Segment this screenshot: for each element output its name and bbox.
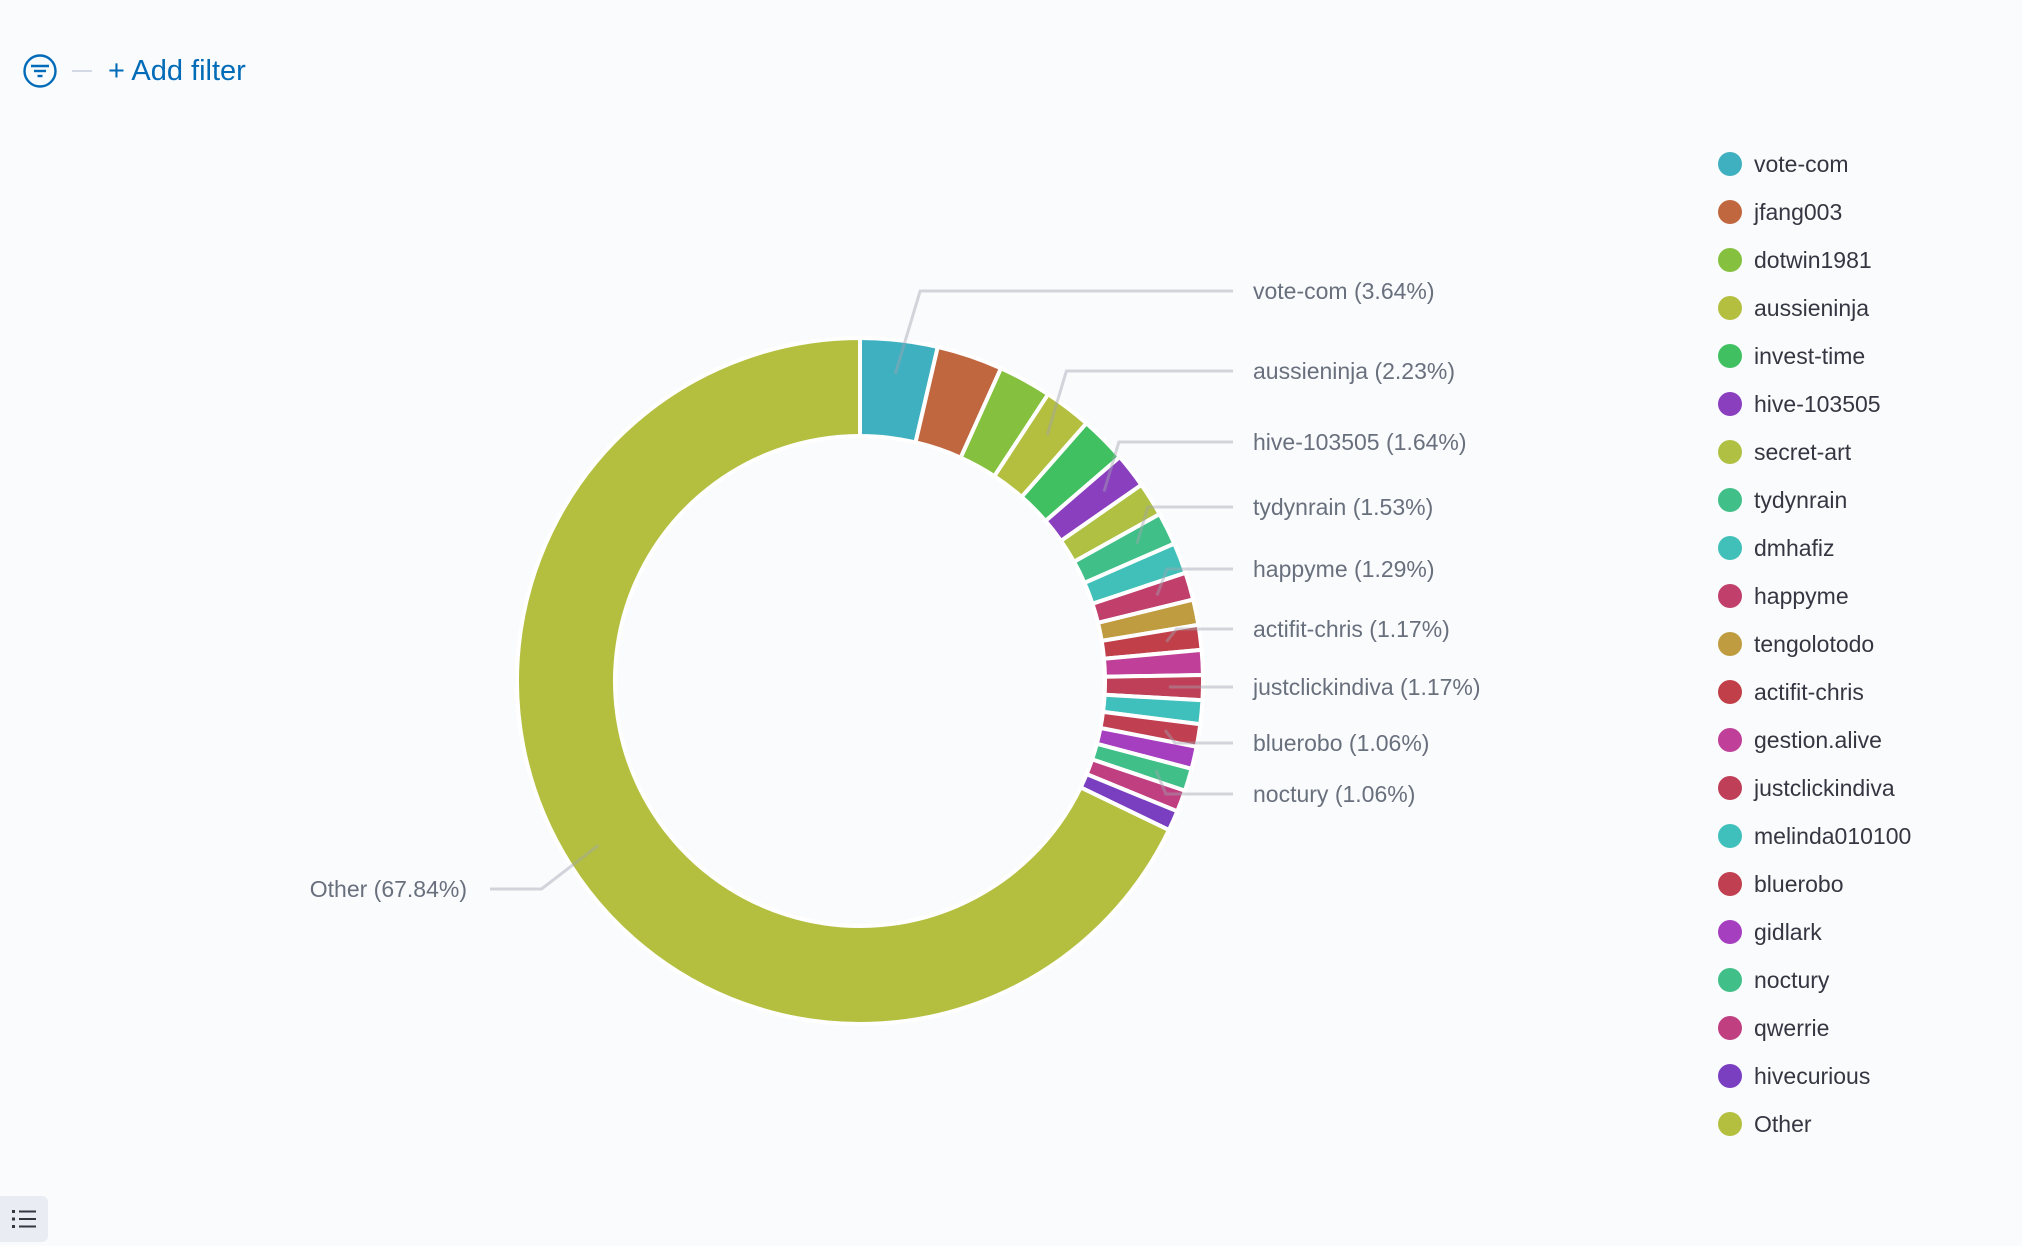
- legend-item[interactable]: hive-103505: [1718, 380, 1911, 428]
- slice-label: noctury (1.06%): [1253, 781, 1415, 807]
- slice-label: happyme (1.29%): [1253, 556, 1435, 582]
- legend-label: dmhafiz: [1754, 534, 1835, 561]
- legend-item[interactable]: jfang003: [1718, 188, 1911, 236]
- callout-line: [1165, 627, 1233, 643]
- legend-label: tydynrain: [1754, 486, 1848, 513]
- legend-color-dot: [1718, 344, 1742, 368]
- legend-color-dot: [1718, 152, 1742, 176]
- list-icon: [12, 1210, 36, 1228]
- callout-line: [1163, 729, 1233, 745]
- legend-color-dot: [1718, 1016, 1742, 1040]
- legend-item[interactable]: vote-com: [1718, 140, 1911, 188]
- callout-line: [1135, 505, 1233, 545]
- legend-color-dot: [1718, 200, 1742, 224]
- filter-icon[interactable]: [22, 53, 58, 89]
- legend-label: Other: [1754, 1110, 1812, 1137]
- legend-item[interactable]: qwerrie: [1718, 1004, 1911, 1052]
- donut-slice-Other[interactable]: [515, 335, 1172, 1026]
- chart-legend: vote-com jfang003 dotwin1981 aussieninja inv…: [1718, 140, 1911, 1148]
- legend-label: dotwin1981: [1754, 246, 1872, 273]
- slice-label: aussieninja (2.23%): [1253, 358, 1455, 384]
- separator: [72, 70, 92, 72]
- legend-label: gidlark: [1754, 918, 1822, 945]
- legend-color-dot: [1718, 1112, 1742, 1136]
- legend-label: hivecurious: [1754, 1062, 1871, 1089]
- legend-color-dot: [1718, 728, 1742, 752]
- legend-label: tengolotodo: [1754, 630, 1875, 657]
- legend-item[interactable]: happyme: [1718, 572, 1911, 620]
- legend-color-dot: [1718, 632, 1742, 656]
- legend-item[interactable]: justclickindiva: [1718, 764, 1911, 812]
- legend-color-dot: [1718, 776, 1742, 800]
- legend-color-dot: [1718, 920, 1742, 944]
- legend-color-dot: [1718, 872, 1742, 896]
- legend-color-dot: [1718, 440, 1742, 464]
- legend-item[interactable]: tydynrain: [1718, 476, 1911, 524]
- callout-line: [1045, 369, 1233, 436]
- legend-toggle-button[interactable]: [0, 1196, 48, 1242]
- legend-label: justclickindiva: [1754, 774, 1895, 801]
- legend-label: happyme: [1754, 582, 1849, 609]
- callout-line: [490, 844, 600, 891]
- callout-line: [1155, 567, 1233, 597]
- legend-label: invest-time: [1754, 342, 1866, 369]
- legend-color-dot: [1718, 680, 1742, 704]
- legend-label: qwerrie: [1754, 1014, 1830, 1041]
- legend-item[interactable]: dmhafiz: [1718, 524, 1911, 572]
- legend-color-dot: [1718, 824, 1742, 848]
- callout-line: [1102, 440, 1233, 492]
- legend-item[interactable]: Other: [1718, 1100, 1911, 1148]
- legend-label: bluerobo: [1754, 870, 1844, 897]
- legend-item[interactable]: gestion.alive: [1718, 716, 1911, 764]
- legend-label: secret-art: [1754, 438, 1852, 465]
- callout-line: [893, 289, 1233, 375]
- filter-bar: + Add filter: [22, 50, 246, 92]
- legend-item[interactable]: melinda010100: [1718, 812, 1911, 860]
- legend-color-dot: [1718, 1064, 1742, 1088]
- legend-label: melinda010100: [1754, 822, 1912, 849]
- legend-label: gestion.alive: [1754, 726, 1882, 753]
- legend-label: vote-com: [1754, 150, 1849, 177]
- slice-label: Other (67.84%): [310, 876, 467, 902]
- legend-label: noctury: [1754, 966, 1830, 993]
- legend-color-dot: [1718, 488, 1742, 512]
- legend-label: aussieninja: [1754, 294, 1870, 321]
- legend-label: jfang003: [1754, 198, 1843, 225]
- legend-color-dot: [1718, 968, 1742, 992]
- legend-item[interactable]: bluerobo: [1718, 860, 1911, 908]
- add-filter-button[interactable]: + Add filter: [108, 54, 246, 87]
- slice-label: tydynrain (1.53%): [1253, 494, 1433, 520]
- legend-color-dot: [1718, 584, 1742, 608]
- legend-item[interactable]: gidlark: [1718, 908, 1911, 956]
- legend-item[interactable]: aussieninja: [1718, 284, 1911, 332]
- slice-label: bluerobo (1.06%): [1253, 730, 1429, 756]
- legend-item[interactable]: actifit-chris: [1718, 668, 1911, 716]
- legend-color-dot: [1718, 296, 1742, 320]
- legend-item[interactable]: invest-time: [1718, 332, 1911, 380]
- callout-line: [1154, 769, 1233, 796]
- legend-color-dot: [1718, 536, 1742, 560]
- slice-label: vote-com (3.64%): [1253, 278, 1435, 304]
- legend-item[interactable]: tengolotodo: [1718, 620, 1911, 668]
- legend-color-dot: [1718, 248, 1742, 272]
- legend-item[interactable]: dotwin1981: [1718, 236, 1911, 284]
- slice-label: hive-103505 (1.64%): [1253, 429, 1467, 455]
- slice-label: justclickindiva (1.17%): [1252, 674, 1481, 700]
- legend-color-dot: [1718, 392, 1742, 416]
- legend-label: hive-103505: [1754, 390, 1881, 417]
- legend-item[interactable]: secret-art: [1718, 428, 1911, 476]
- legend-item[interactable]: noctury: [1718, 956, 1911, 1004]
- legend-label: actifit-chris: [1754, 678, 1864, 705]
- slice-label: actifit-chris (1.17%): [1253, 616, 1450, 642]
- legend-item[interactable]: hivecurious: [1718, 1052, 1911, 1100]
